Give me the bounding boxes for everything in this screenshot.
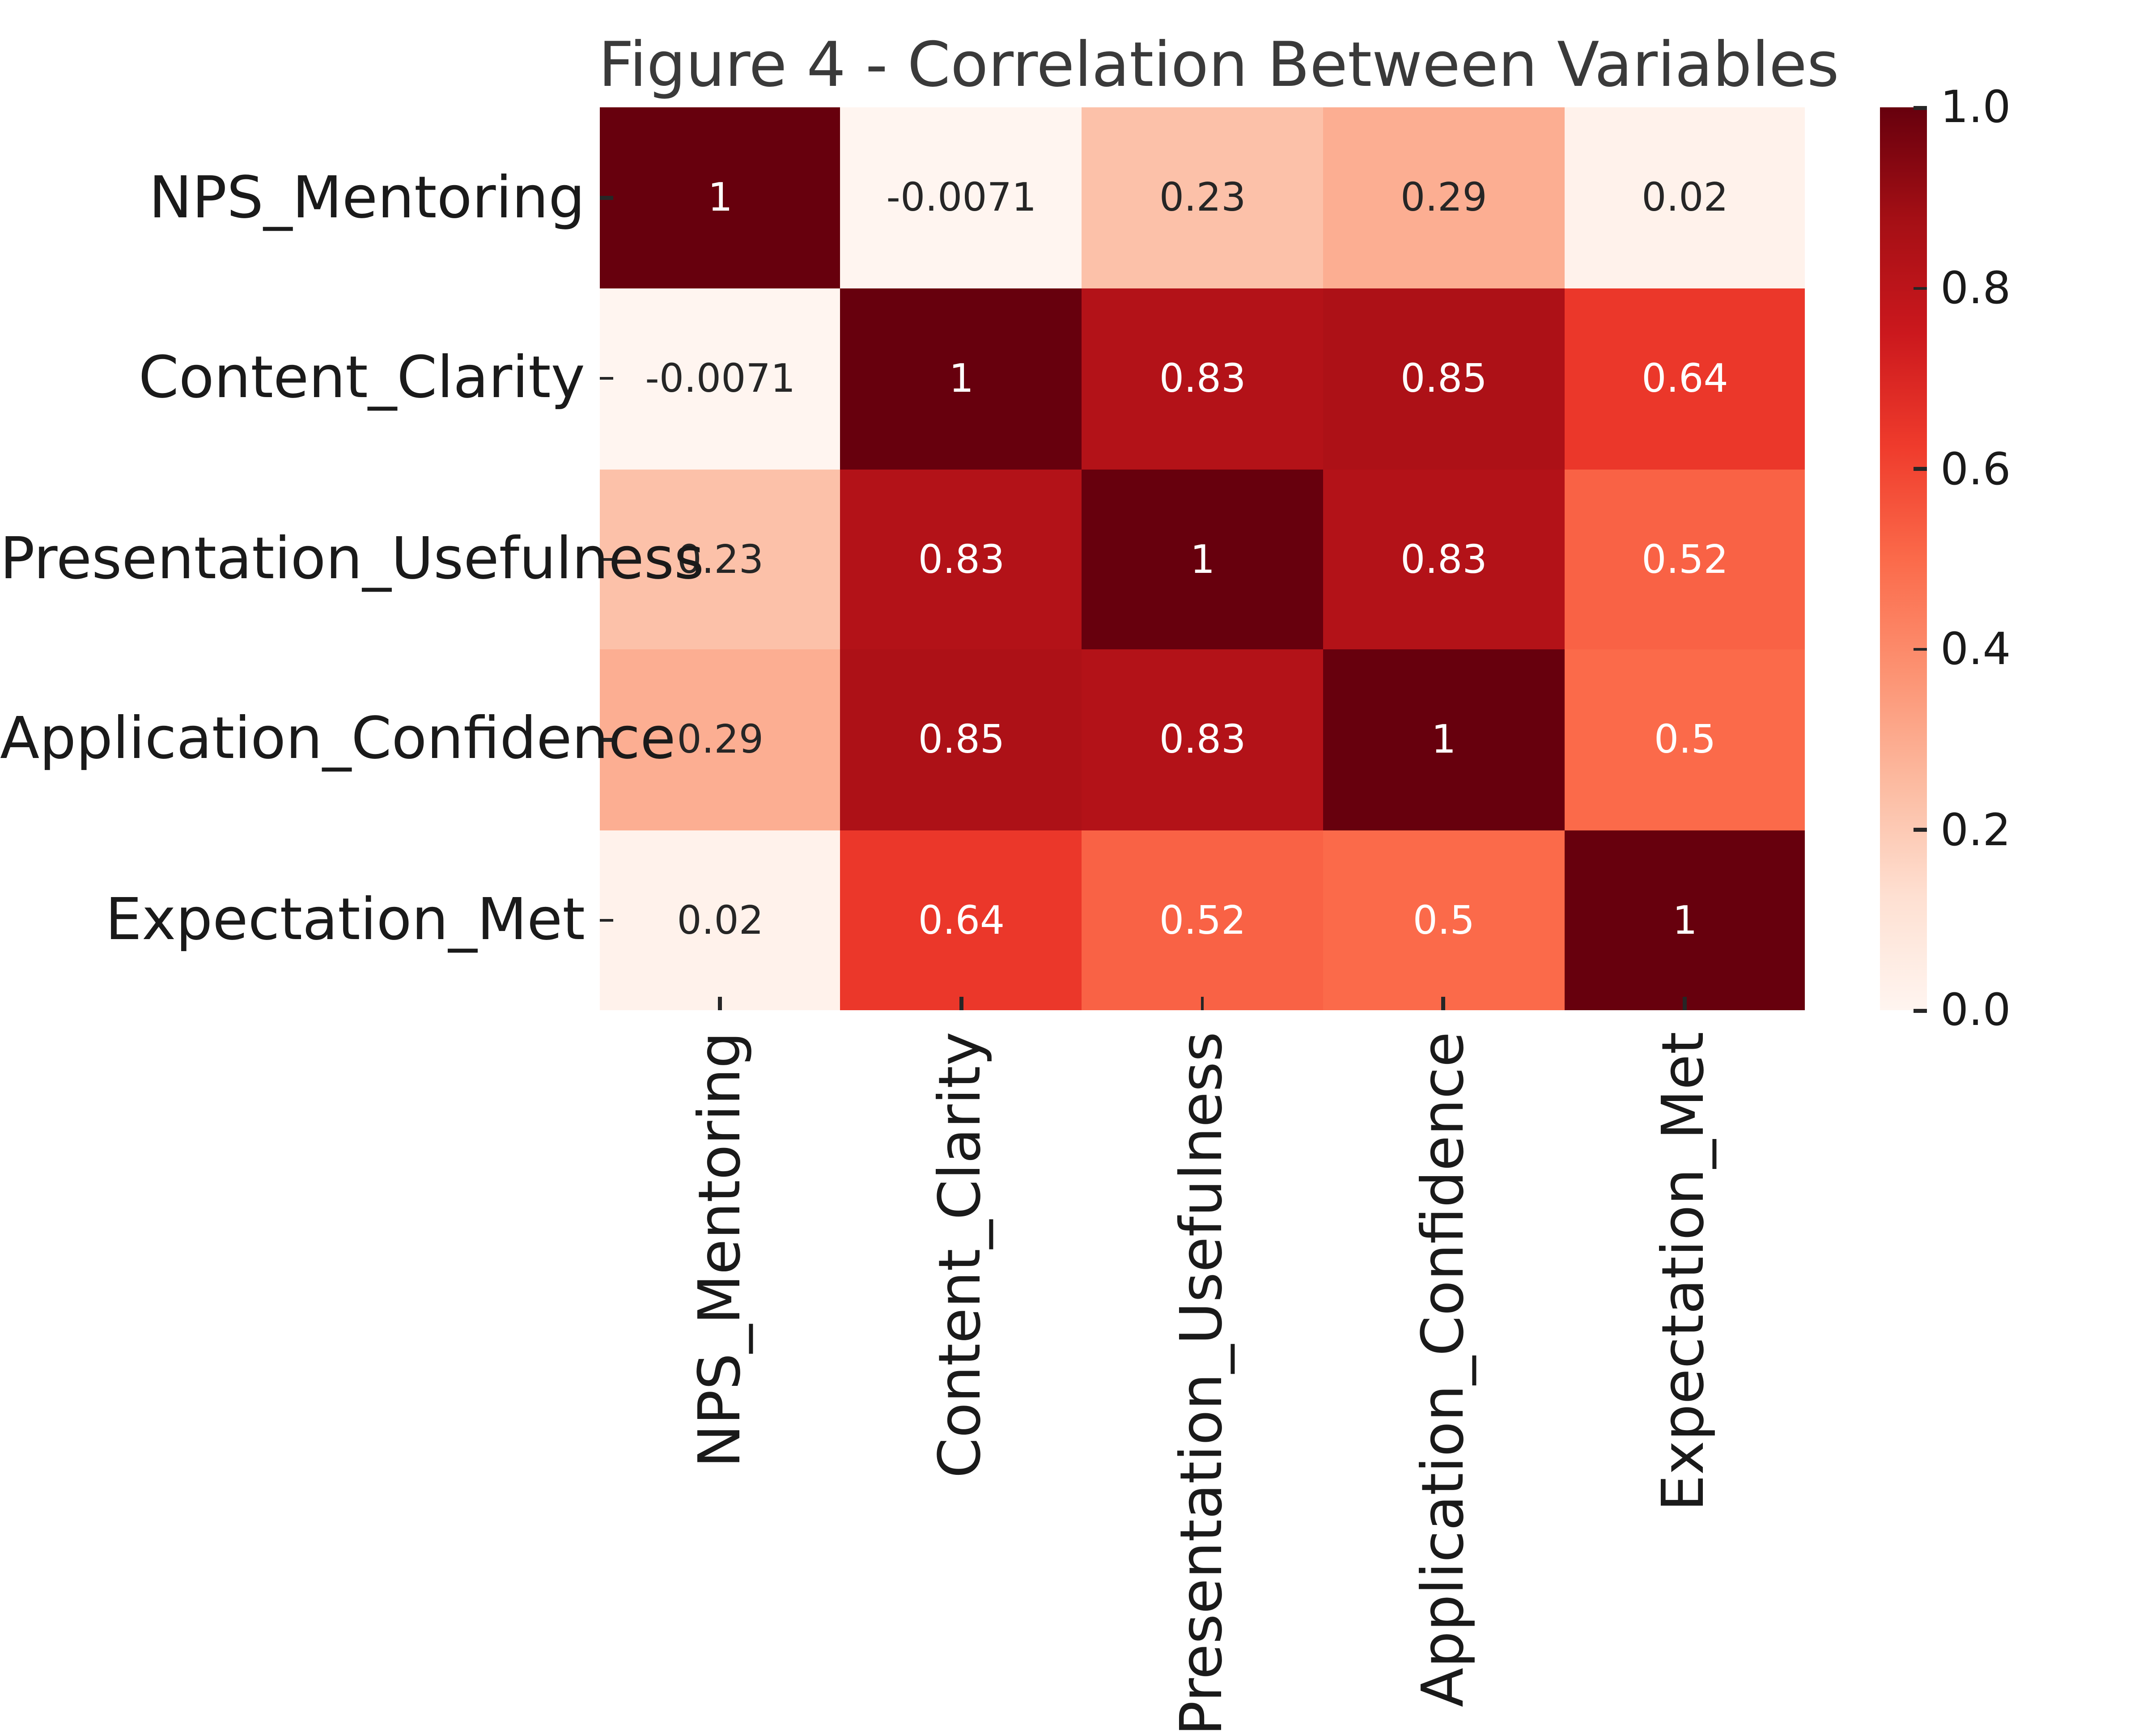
heatmap-cell: 1 — [1082, 469, 1324, 650]
x-tick — [1442, 997, 1445, 1011]
heatmap-cell: 1 — [1323, 649, 1565, 831]
heatmap-cell: 0.52 — [1564, 469, 1805, 650]
x-tick — [718, 997, 722, 1011]
heatmap-cell: 0.5 — [1323, 830, 1565, 1011]
heatmap-cell: 0.83 — [1082, 649, 1324, 831]
cell-value: 0.83 — [918, 536, 1005, 582]
y-tick-label: NPS_Mentoring — [149, 164, 585, 232]
heatmap-cell: 0.85 — [1323, 288, 1565, 470]
colorbar-tick — [1914, 106, 1927, 110]
colorbar-tick — [1914, 648, 1927, 652]
cell-value: 0.52 — [1642, 536, 1728, 582]
heatmap-cell: 0.02 — [599, 830, 841, 1011]
x-tick-label: Content_Clarity — [927, 1032, 995, 1479]
heatmap-cell: 0.64 — [840, 830, 1082, 1011]
y-tick — [599, 557, 613, 561]
colorbar-tick-label: 0.6 — [1940, 442, 2011, 495]
colorbar-tick-label: 0.8 — [1940, 261, 2011, 314]
cell-value: 1 — [708, 175, 733, 221]
x-tick — [1201, 997, 1204, 1011]
cell-value: 0.5 — [1654, 716, 1716, 762]
heatmap-cell: 0.29 — [599, 649, 841, 831]
heatmap-cell: 0.52 — [1082, 830, 1324, 1011]
cell-value: 0.23 — [1159, 175, 1246, 221]
colorbar-tick-label: 0.0 — [1940, 983, 2011, 1036]
cell-value: 1 — [1672, 897, 1697, 943]
cell-value: 0.52 — [1159, 897, 1246, 943]
heatmap-cell: 1 — [1564, 830, 1805, 1011]
y-tick-label: Expectation_Met — [105, 887, 585, 954]
y-tick-label: Content_Clarity — [138, 345, 585, 412]
y-tick — [599, 738, 613, 742]
cell-value: 1 — [1190, 536, 1215, 582]
x-tick-label: Application_Confidence — [1410, 1032, 1477, 1708]
y-tick — [599, 196, 613, 200]
cell-value: 0.02 — [1642, 175, 1728, 221]
cell-value: 1 — [1431, 716, 1456, 762]
figure-canvas: Figure 4 - Correlation Between Variables… — [0, 28, 2011, 1736]
heatmap-cell: 0.85 — [840, 649, 1082, 831]
cell-value: -0.0071 — [886, 175, 1037, 221]
heatmap-cell: 1 — [840, 288, 1082, 470]
heatmap-cell: -0.0071 — [599, 288, 841, 470]
heatmap-cell: 0.64 — [1564, 288, 1805, 470]
cell-value: 0.23 — [677, 536, 764, 582]
chart-title: Figure 4 - Correlation Between Variables — [598, 28, 1839, 101]
cell-value: 0.83 — [1400, 536, 1487, 582]
colorbar-tick — [1914, 1009, 1927, 1012]
heatmap-cell: 0.29 — [1323, 107, 1565, 289]
heatmap-cell: -0.0071 — [840, 107, 1082, 289]
colorbar-tick-label: 1.0 — [1940, 80, 2011, 133]
x-tick — [959, 997, 963, 1011]
cell-value: 0.83 — [1159, 355, 1246, 401]
x-tick-label: Presentation_Usefulness — [1169, 1032, 1236, 1736]
cell-value: 0.85 — [918, 716, 1005, 762]
cell-value: 0.29 — [677, 716, 764, 762]
heatmap-cell: 0.02 — [1564, 107, 1805, 289]
cell-value: -0.0071 — [645, 355, 796, 401]
y-tick-label: Presentation_Usefulness — [0, 525, 704, 593]
colorbar-tick-label: 0.4 — [1940, 622, 2011, 675]
heatmap-cell: 0.23 — [1082, 107, 1324, 289]
cell-value: 1 — [949, 355, 974, 401]
cell-value: 0.5 — [1413, 897, 1475, 943]
heatmap-cell: 0.83 — [1323, 469, 1565, 650]
x-tick-label: Expectation_Met — [1651, 1032, 1718, 1512]
heatmap-grid: 1 -0.0071 0.23 0.29 0.02 -0.0071 1 0.83 0.85 0.64… — [599, 107, 1805, 1011]
cell-value: 0.29 — [1400, 175, 1487, 221]
colorbar-tick — [1914, 828, 1927, 832]
cell-value: 0.02 — [677, 897, 764, 943]
colorbar-tick — [1914, 467, 1927, 471]
cell-value: 0.83 — [1159, 716, 1246, 762]
colorbar-gradient — [1880, 107, 1927, 1011]
heatmap-cell: 0.5 — [1564, 649, 1805, 831]
cell-value: 0.64 — [1642, 355, 1728, 401]
colorbar-tick — [1914, 287, 1927, 290]
cell-value: 0.64 — [918, 897, 1005, 943]
y-tick — [599, 377, 613, 381]
heatmap-cell: 0.23 — [599, 469, 841, 650]
y-tick — [599, 919, 613, 922]
x-tick-label: NPS_Mentoring — [686, 1032, 754, 1469]
colorbar-tick-label: 0.2 — [1940, 803, 2011, 856]
x-tick — [1683, 997, 1687, 1011]
cell-value: 0.85 — [1400, 355, 1487, 401]
heatmap-cell: 0.83 — [1082, 288, 1324, 470]
y-tick-label: Application_Confidence — [0, 706, 676, 774]
heatmap-cell: 1 — [599, 107, 841, 289]
heatmap-cell: 0.83 — [840, 469, 1082, 650]
